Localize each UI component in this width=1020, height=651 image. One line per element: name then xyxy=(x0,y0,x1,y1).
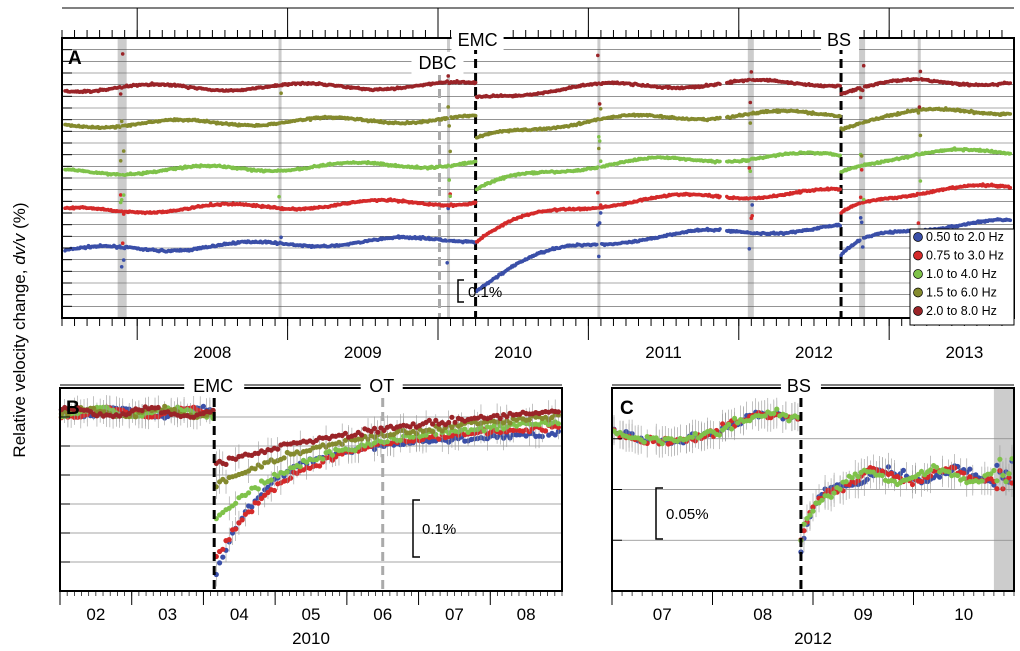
data-point xyxy=(860,245,865,249)
data-point xyxy=(748,121,753,125)
data-point xyxy=(750,203,754,207)
data-point xyxy=(597,135,601,139)
data-point xyxy=(718,227,722,231)
data-point xyxy=(119,119,124,124)
data-point xyxy=(747,247,752,251)
data-point xyxy=(118,193,123,197)
data-point xyxy=(279,91,283,95)
series-2 xyxy=(63,135,1013,205)
data-point xyxy=(1008,151,1013,156)
data-point xyxy=(838,153,842,158)
data-point xyxy=(473,80,478,85)
y-axis-label: Relative velocity change, dv/v (%) xyxy=(10,202,29,457)
data-point xyxy=(118,92,123,96)
data-point xyxy=(597,139,602,143)
data-point xyxy=(1008,185,1013,190)
data-point xyxy=(445,116,450,121)
data-point xyxy=(838,84,842,88)
data-point xyxy=(718,82,722,86)
data-point xyxy=(858,95,863,100)
data-point xyxy=(445,261,450,265)
data-point xyxy=(838,223,842,228)
data-point xyxy=(1008,81,1013,85)
data-point xyxy=(859,168,864,172)
series-0 xyxy=(63,203,1013,294)
series-1 xyxy=(63,166,1013,245)
data-point xyxy=(596,53,600,58)
data-point xyxy=(718,159,722,164)
data-point xyxy=(749,70,754,74)
data-point xyxy=(446,74,451,78)
data-point xyxy=(918,69,923,74)
data-point xyxy=(916,221,921,225)
data-point xyxy=(446,105,451,109)
data-point xyxy=(747,166,752,170)
series-4 xyxy=(63,52,1013,109)
data-point xyxy=(750,214,754,218)
data-point xyxy=(748,100,753,105)
data-point xyxy=(1008,112,1013,116)
data-point xyxy=(119,265,124,269)
data-point xyxy=(718,115,722,120)
data-point xyxy=(447,124,452,128)
data-point xyxy=(858,238,862,243)
series-3 xyxy=(63,88,1013,163)
data-point xyxy=(916,77,921,82)
data-point xyxy=(279,235,283,240)
data-point xyxy=(598,211,603,215)
data-point xyxy=(444,239,449,243)
data-point xyxy=(473,200,478,205)
data-point xyxy=(596,190,600,195)
data-point xyxy=(119,209,124,213)
data-point xyxy=(860,88,865,93)
data-point xyxy=(473,159,478,164)
data-point xyxy=(1008,218,1013,223)
data-point xyxy=(838,187,842,192)
data-point xyxy=(597,146,601,151)
data-point xyxy=(918,133,923,138)
data-point xyxy=(120,52,125,56)
data-point xyxy=(597,254,601,259)
data-point xyxy=(121,149,126,153)
data-point xyxy=(748,169,753,173)
data-point xyxy=(121,193,126,197)
data-point xyxy=(859,154,864,158)
data-point xyxy=(121,258,126,262)
data-point xyxy=(858,216,863,220)
data-point xyxy=(595,242,599,247)
data-point xyxy=(447,178,452,182)
data-point xyxy=(859,220,864,225)
data-point xyxy=(598,107,603,111)
data-point xyxy=(918,179,923,183)
data-point xyxy=(120,241,125,245)
data-point xyxy=(597,221,602,225)
data-point xyxy=(118,159,123,163)
data-point xyxy=(598,159,603,163)
data-point xyxy=(597,102,602,106)
data-point xyxy=(277,194,281,199)
data-point xyxy=(448,149,453,154)
data-point xyxy=(858,195,863,200)
data-point xyxy=(448,194,453,198)
data-point xyxy=(473,113,478,118)
data-point xyxy=(917,105,922,109)
data-point xyxy=(861,63,866,68)
data-point xyxy=(838,114,842,118)
data-point xyxy=(596,165,600,169)
data-point xyxy=(861,197,866,202)
data-point xyxy=(718,194,722,199)
data-point xyxy=(119,198,124,202)
